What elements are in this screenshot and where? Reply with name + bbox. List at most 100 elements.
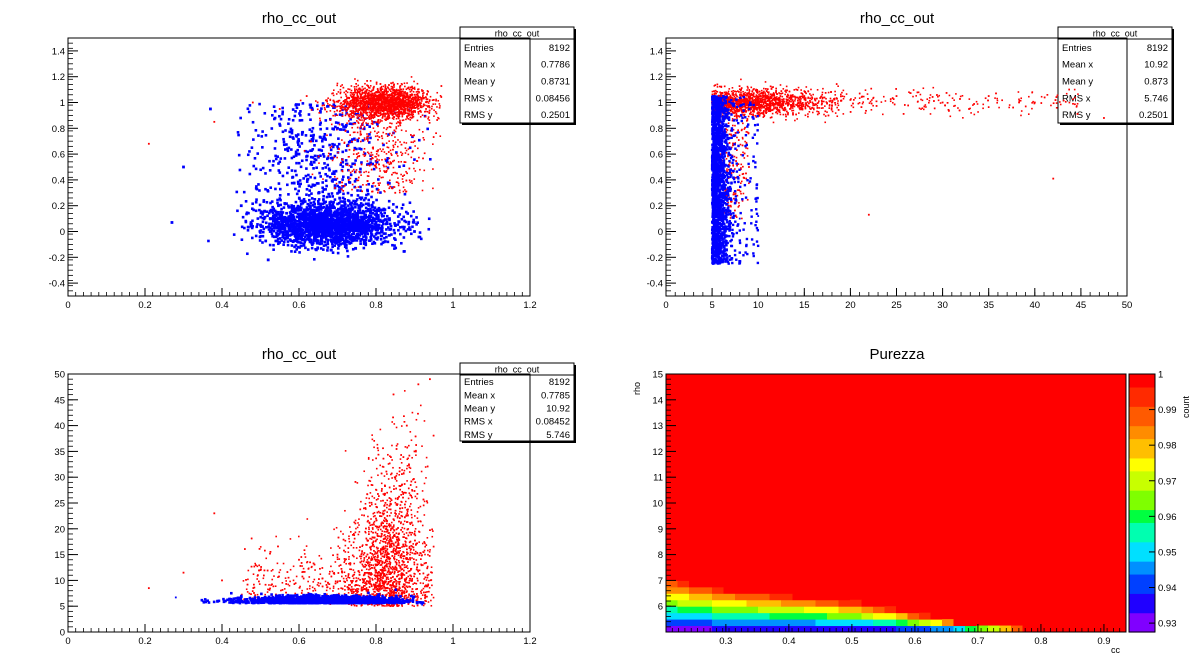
data-point [316,108,319,111]
data-point [305,167,308,170]
data-point [369,93,372,96]
data-point [278,197,282,200]
data-point [322,178,324,180]
data-point [339,163,343,167]
data-point [315,241,319,245]
data-point [320,220,323,224]
data-point [320,149,324,152]
data-point [341,112,344,114]
data-point [375,110,377,113]
data-point [314,139,318,143]
data-point [338,181,341,184]
data-point [374,185,377,187]
data-point [418,102,421,104]
data-point [321,102,325,105]
data-point [281,231,285,235]
data-point [300,142,304,145]
data-point [272,248,275,251]
data-point [419,98,421,101]
data-point [377,96,379,98]
data-point [364,243,368,247]
data-point [412,111,415,113]
data-point [353,210,356,213]
data-point [404,85,406,88]
data-point [405,149,408,152]
data-point [356,79,359,82]
data-point [344,93,347,96]
data-point [345,110,348,113]
data-point [378,97,381,100]
data-point [309,209,313,212]
data-point [261,211,265,214]
data-point [412,103,415,106]
data-point [404,189,406,191]
data-point [340,96,342,99]
data-point [310,216,314,220]
data-point [394,91,397,93]
data-point [420,102,422,104]
data-point [329,231,333,235]
data-point [333,106,336,109]
data-point [383,208,387,211]
data-point [372,225,376,229]
data-point [341,150,345,154]
data-point [332,211,336,215]
data-point [376,187,379,191]
data-point [367,96,369,98]
data-point [358,115,361,117]
data-point [351,138,354,141]
data-point [386,168,389,170]
data-point [352,101,354,103]
data-point [383,103,385,105]
data-point [301,199,304,203]
data-point [304,219,308,223]
data-point [347,199,351,203]
data-point [297,234,301,237]
data-point [376,123,379,126]
data-point [287,166,291,169]
data-point [437,116,439,119]
data-point [341,212,345,216]
data-point [351,247,355,251]
y-tick-label: -0.4 [49,279,65,290]
data-point [397,106,399,109]
data-point [292,137,295,140]
data-point [338,229,342,233]
data-point [374,95,376,98]
data-point [399,90,402,93]
data-point [303,240,307,244]
data-point [385,113,388,115]
data-point [324,235,327,238]
data-point [356,138,359,142]
data-point [285,202,288,205]
data-point [375,121,379,125]
data-point [361,222,365,226]
data-point [387,133,390,136]
data-point [305,225,308,228]
data-point [415,104,417,106]
data-point [351,170,354,172]
data-point [355,169,358,171]
data-point [376,115,379,117]
data-point [281,130,285,134]
data-point [332,92,334,94]
data-point [354,213,357,216]
data-point [411,114,414,117]
data-point [274,235,277,238]
data-point [366,80,368,82]
data-point [406,82,408,84]
data-point [386,117,389,119]
data-point [322,198,325,202]
data-point [303,150,306,152]
data-point [304,222,308,226]
data-point [284,217,287,221]
data-point [300,131,304,134]
data-point [309,162,312,166]
data-point [416,160,418,162]
data-point [353,131,356,134]
data-point [272,215,275,218]
data-point [365,193,368,197]
data-point [392,96,395,98]
y-tick-label: 1.4 [52,46,65,57]
data-point [363,217,366,221]
